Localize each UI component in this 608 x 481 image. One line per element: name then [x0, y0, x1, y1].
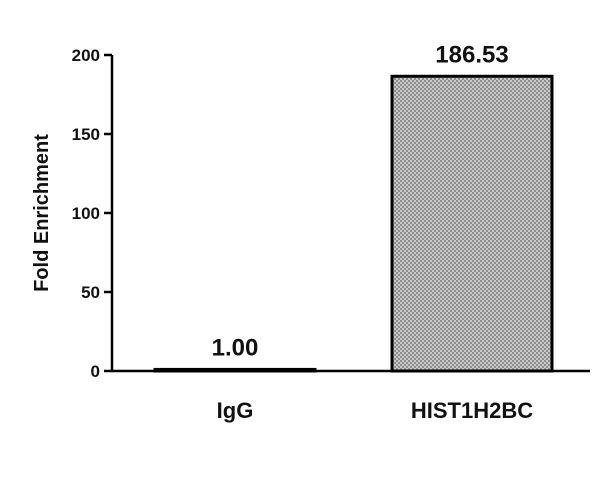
y-tick-label: 0: [91, 362, 100, 381]
x-tick-label-igg: IgG: [217, 398, 254, 423]
bar-hist1h2bc: [390, 74, 554, 373]
y-tick-label: 200: [72, 46, 100, 65]
y-tick-label: 100: [72, 204, 100, 223]
x-tick-label-hist1h2bc: HIST1H2BC: [411, 398, 533, 423]
data-labels: 1.00 186.53: [212, 41, 509, 361]
y-tick-label: 150: [72, 125, 100, 144]
data-label-igg: 1.00: [212, 334, 259, 361]
y-axis: 0 50 100 150 200: [72, 46, 114, 381]
data-label-hist1h2bc: 186.53: [435, 41, 508, 68]
y-tick-label: 50: [81, 283, 100, 302]
y-axis-label: Fold Enrichment: [31, 134, 53, 292]
x-axis: IgG HIST1H2BC: [112, 369, 590, 423]
bars: [153, 74, 554, 373]
